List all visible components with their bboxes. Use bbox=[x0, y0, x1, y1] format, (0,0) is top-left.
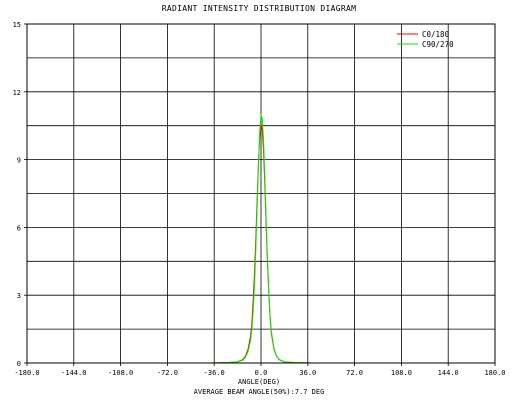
y-tick-label: 15 bbox=[13, 21, 21, 29]
y-tick-label: 6 bbox=[17, 224, 21, 232]
series-line-c90-270 bbox=[27, 113, 495, 364]
y-tick-label: 12 bbox=[13, 89, 21, 97]
y-tick-label: 0 bbox=[17, 360, 21, 368]
y-tick-label: 3 bbox=[17, 292, 21, 300]
chart-title: RADIANT INTENSITY DISTRIBUTION DIAGRAM bbox=[162, 4, 356, 13]
beam-angle-note: AVERAGE BEAM ANGLE(50%):7.7 DEG bbox=[194, 388, 325, 396]
x-tick-label: 180.0 bbox=[484, 369, 505, 377]
axis-ticks: -180.0 -144.0 -108.0 -72.0 -36.0 0.0 36.0 72.0 1… bbox=[13, 21, 506, 377]
x-tick-label: -72.0 bbox=[157, 369, 178, 377]
plot-area bbox=[26, 23, 496, 364]
legend: C0/180 C90/270 bbox=[397, 30, 454, 49]
legend-label-c0-180: C0/180 bbox=[422, 30, 450, 39]
x-tick-label: 72.0 bbox=[346, 369, 363, 377]
legend-label-c90-270: C90/270 bbox=[422, 40, 454, 49]
x-tick-label: -36.0 bbox=[204, 369, 225, 377]
x-tick-label: -144.0 bbox=[61, 369, 86, 377]
x-tick-label: 0.0 bbox=[255, 369, 268, 377]
x-axis-label: ANGLE(DEG) bbox=[238, 378, 280, 386]
y-tick-label: 9 bbox=[17, 157, 21, 165]
grid bbox=[27, 24, 495, 363]
x-tick-label: 108.0 bbox=[391, 369, 412, 377]
x-tick-label: -180.0 bbox=[14, 369, 39, 377]
series-lines bbox=[27, 113, 495, 364]
x-tick-label: 144.0 bbox=[438, 369, 459, 377]
x-tick-label: 36.0 bbox=[299, 369, 316, 377]
x-tick-label: -108.0 bbox=[108, 369, 133, 377]
